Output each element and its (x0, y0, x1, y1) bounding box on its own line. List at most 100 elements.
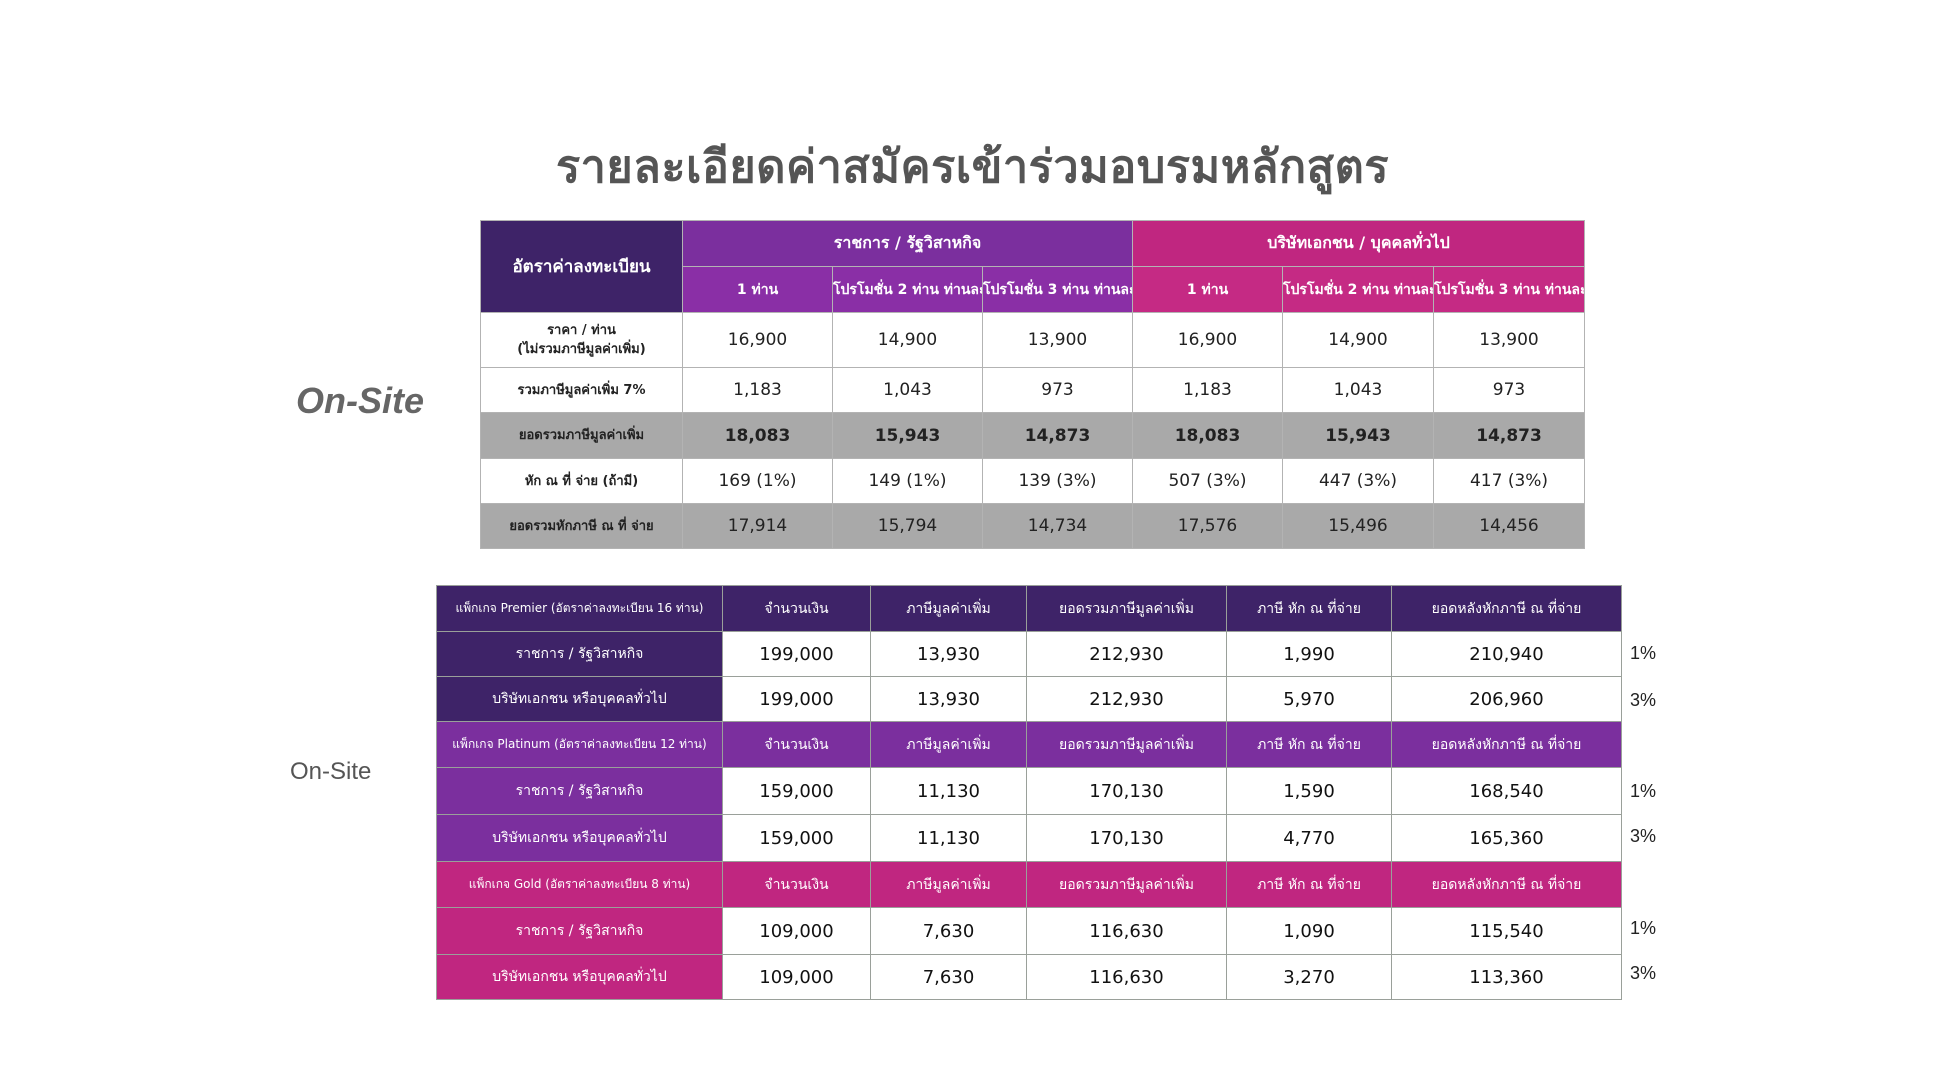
package-name-premier: แพ็กเกจ Premier (อัตราค่าลงทะเบียน 16 ท่… (436, 585, 723, 632)
table-cell: 7,630 (870, 954, 1027, 1000)
table-cell: 206,960 (1391, 676, 1622, 722)
group-header-government: ราชการ / รัฐวิสาหกิจ (682, 220, 1133, 267)
table-row: ยอดรวมหักภาษี ณ ที่ จ่าย 17,914 15,794 1… (480, 503, 1586, 549)
row-label: ราชการ / รัฐวิสาหกิจ (436, 631, 723, 677)
row-label: ราชการ / รัฐวิสาหกิจ (436, 767, 723, 815)
table-cell: 15,943 (1282, 412, 1434, 459)
table-cell: 13,900 (1432, 312, 1586, 368)
table-cell: 15,794 (832, 503, 983, 549)
row-label: บริษัทเอกชน หรือบุคคลทั่วไป (436, 814, 723, 862)
column-header: ภาษีมูลค่าเพิ่ม (870, 861, 1027, 908)
column-header: ยอดหลังหักภาษี ณ ที่จ่าย (1391, 721, 1622, 768)
column-header: ยอดรวมภาษีมูลค่าเพิ่ม (1026, 585, 1227, 632)
table-cell: 17,914 (682, 503, 833, 549)
table-cell: 169 (1%) (682, 458, 833, 504)
column-header: ภาษีมูลค่าเพิ่ม (870, 721, 1027, 768)
table-cell: 170,130 (1026, 814, 1227, 862)
table-cell: 1,183 (1132, 367, 1283, 413)
table-row: ราชการ / รัฐวิสาหกิจ 199,000 13,930 212,… (436, 631, 1622, 677)
table-cell: 15,943 (832, 412, 983, 459)
column-header: จำนวนเงิน (722, 585, 871, 632)
withholding-pct-note: 1% (1630, 643, 1657, 663)
table-row: บริษัทเอกชน หรือบุคคลทั่วไป 109,000 7,63… (436, 954, 1622, 1000)
package-header-row: แพ็กเกจ Premier (อัตราค่าลงทะเบียน 16 ท่… (436, 585, 1622, 632)
withholding-pct-note: 1% (1630, 781, 1657, 801)
table-cell: 973 (1432, 367, 1586, 413)
table-cell: 11,130 (870, 814, 1027, 862)
table-cell: 11,130 (870, 767, 1027, 815)
subheader-private-3: โปรโมชั่น 3 ท่าน ท่านละ (1432, 266, 1586, 313)
table-cell: 14,900 (1282, 312, 1434, 368)
table-cell: 109,000 (722, 954, 871, 1000)
withholding-pct-note: 3% (1630, 963, 1657, 983)
row-label-line1: ราคา / ท่าน (547, 323, 616, 338)
table-cell: 1,183 (682, 367, 833, 413)
row-label: ยอดรวมภาษีมูลค่าเพิ่ม (480, 412, 683, 459)
table-cell: 1,043 (832, 367, 983, 413)
table-row: บริษัทเอกชน หรือบุคคลทั่วไป 199,000 13,9… (436, 676, 1622, 722)
table-cell: 4,770 (1226, 814, 1392, 862)
table-cell: 168,540 (1391, 767, 1622, 815)
table-cell: 507 (3%) (1132, 458, 1283, 504)
table-cell: 5,970 (1226, 676, 1392, 722)
registration-fee-table: อัตราค่าลงทะเบียน ราชการ / รัฐวิสาหกิจ บ… (480, 220, 1586, 549)
column-header: ยอดหลังหักภาษี ณ ที่จ่าย (1391, 585, 1622, 632)
subheader-gov-1: 1 ท่าน (682, 266, 833, 313)
table-cell: 159,000 (722, 767, 871, 815)
subheader-gov-3: โปรโมชั่น 3 ท่าน ท่านละ (982, 266, 1133, 313)
package-price-table: แพ็กเกจ Premier (อัตราค่าลงทะเบียน 16 ท่… (436, 585, 1622, 1000)
column-header: ภาษีมูลค่าเพิ่ม (870, 585, 1027, 632)
group-header-private: บริษัทเอกชน / บุคคลทั่วไป (1131, 220, 1586, 267)
table-cell: 210,940 (1391, 631, 1622, 677)
table-cell: 18,083 (682, 412, 833, 459)
table-cell: 109,000 (722, 907, 871, 955)
package-header-row: แพ็กเกจ Platinum (อัตราค่าลงทะเบียน 12 ท… (436, 721, 1622, 768)
row-label: ราคา / ท่าน (ไม่รวมภาษีมูลค่าเพิ่ม) (480, 312, 683, 368)
row-label: ยอดรวมหักภาษี ณ ที่ จ่าย (480, 503, 683, 549)
column-header: ยอดรวมภาษีมูลค่าเพิ่ม (1026, 861, 1227, 908)
table-cell: 13,900 (982, 312, 1133, 368)
table-cell: 116,630 (1026, 907, 1227, 955)
onsite-label-table2: On-Site (290, 758, 372, 785)
table-cell: 170,130 (1026, 767, 1227, 815)
table-cell: 447 (3%) (1282, 458, 1434, 504)
row-label: บริษัทเอกชน หรือบุคคลทั่วไป (436, 676, 723, 722)
table-row: ยอดรวมภาษีมูลค่าเพิ่ม 18,083 15,943 14,8… (480, 412, 1586, 459)
table-cell: 115,540 (1391, 907, 1622, 955)
table-cell: 1,590 (1226, 767, 1392, 815)
column-header: ภาษี หัก ณ ที่จ่าย (1226, 721, 1392, 768)
table-cell: 159,000 (722, 814, 871, 862)
row-label: หัก ณ ที่ จ่าย (ถ้ามี) (480, 458, 683, 504)
column-header: จำนวนเงิน (722, 861, 871, 908)
table-cell: 199,000 (722, 676, 871, 722)
table-row: บริษัทเอกชน หรือบุคคลทั่วไป 159,000 11,1… (436, 814, 1622, 862)
table-row: หัก ณ ที่ จ่าย (ถ้ามี) 169 (1%) 149 (1%)… (480, 458, 1586, 504)
column-header: ยอดรวมภาษีมูลค่าเพิ่ม (1026, 721, 1227, 768)
table-cell: 139 (3%) (982, 458, 1133, 504)
package-header-row: แพ็กเกจ Gold (อัตราค่าลงทะเบียน 8 ท่าน) … (436, 861, 1622, 908)
table-cell: 199,000 (722, 631, 871, 677)
row-label: ราชการ / รัฐวิสาหกิจ (436, 907, 723, 955)
table-cell: 212,930 (1026, 676, 1227, 722)
table-cell: 3,270 (1226, 954, 1392, 1000)
table-row: ราชการ / รัฐวิสาหกิจ 109,000 7,630 116,6… (436, 907, 1622, 955)
table-cell: 113,360 (1391, 954, 1622, 1000)
withholding-pct-note: 3% (1630, 826, 1657, 846)
table-cell: 14,873 (1432, 412, 1586, 459)
table-cell: 13,930 (870, 676, 1027, 722)
table-cell: 16,900 (1132, 312, 1283, 368)
table-cell: 417 (3%) (1432, 458, 1586, 504)
subheader-gov-2: โปรโมชั่น 2 ท่าน ท่านละ (832, 266, 983, 313)
table-cell: 1,990 (1226, 631, 1392, 677)
table-cell: 13,930 (870, 631, 1027, 677)
fee-table-corner-header: อัตราค่าลงทะเบียน (480, 220, 683, 313)
package-name-gold: แพ็กเกจ Gold (อัตราค่าลงทะเบียน 8 ท่าน) (436, 861, 723, 908)
row-label: รวมภาษีมูลค่าเพิ่ม 7% (480, 367, 683, 413)
row-label-line2: (ไม่รวมภาษีมูลค่าเพิ่ม) (517, 342, 646, 357)
table-cell: 973 (982, 367, 1133, 413)
column-header: ยอดหลังหักภาษี ณ ที่จ่าย (1391, 861, 1622, 908)
table-cell: 165,360 (1391, 814, 1622, 862)
table-cell: 14,900 (832, 312, 983, 368)
table-cell: 18,083 (1132, 412, 1283, 459)
table-cell: 17,576 (1132, 503, 1283, 549)
